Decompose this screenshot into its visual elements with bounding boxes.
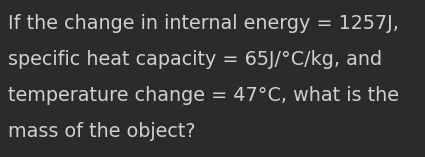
Text: specific heat capacity = 65J/°C/kg, and: specific heat capacity = 65J/°C/kg, and (8, 50, 382, 69)
Text: mass of the object?: mass of the object? (8, 122, 196, 141)
Text: temperature change = 47°C, what is the: temperature change = 47°C, what is the (8, 86, 399, 105)
Text: If the change in internal energy = 1257J,: If the change in internal energy = 1257J… (8, 14, 399, 33)
